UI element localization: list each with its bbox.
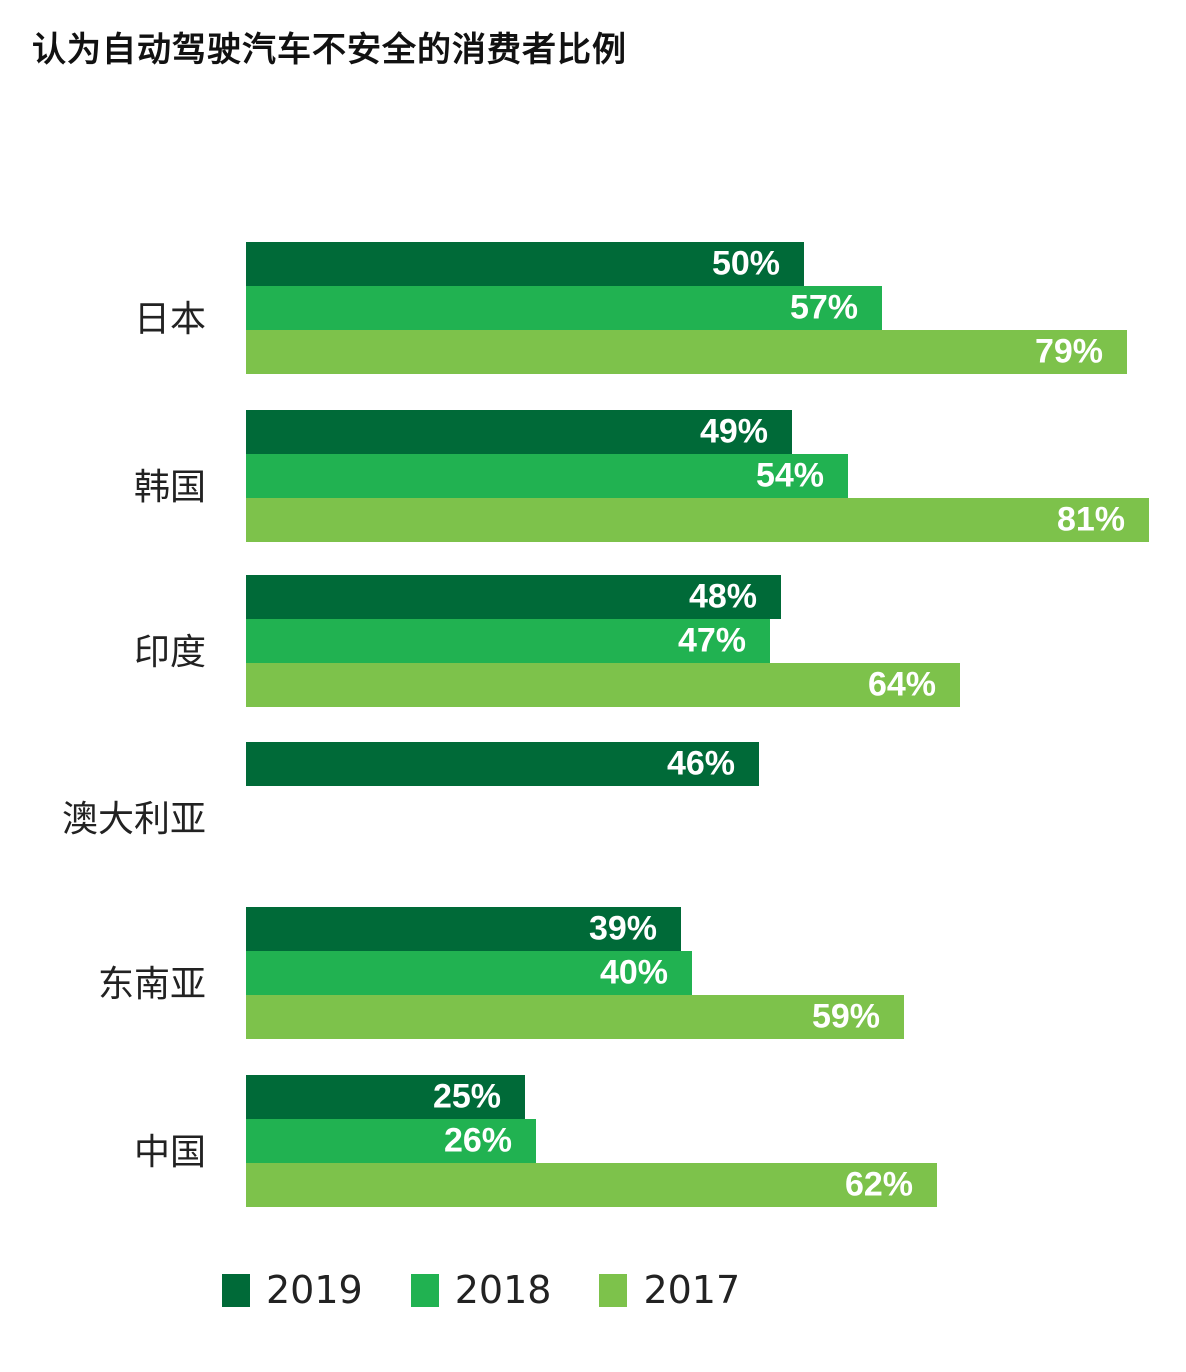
value-label: 40%: [599, 953, 668, 992]
value-label: 57%: [789, 288, 858, 327]
bar-2018: 57%: [246, 286, 882, 330]
legend-swatch-icon: [599, 1273, 628, 1307]
bar-2017: 79%: [246, 330, 1127, 374]
chart-title: 认为自动驾驶汽车不安全的消费者比例: [32, 30, 627, 70]
legend-item-2018: 2018: [410, 1268, 552, 1312]
bar-2017: 62%: [246, 1163, 937, 1207]
bar-2019: 39%: [246, 907, 681, 951]
value-label: 49%: [699, 412, 768, 451]
bar-2019: 48%: [246, 575, 781, 619]
legend-item-2017: 2017: [599, 1268, 740, 1312]
value-label: 62%: [844, 1165, 913, 1204]
bar-2019: 46%: [246, 742, 759, 786]
value-label: 48%: [688, 577, 757, 616]
category-label: 印度: [133, 632, 206, 673]
bar-2019: 25%: [246, 1075, 525, 1119]
category-label: 东南亚: [97, 964, 206, 1005]
value-label: 39%: [588, 909, 657, 948]
value-label: 25%: [432, 1077, 501, 1116]
legend-label: 2019: [266, 1268, 363, 1312]
bar-2018: 26%: [246, 1119, 536, 1163]
legend-label: 2018: [454, 1268, 552, 1312]
value-label: 54%: [755, 456, 824, 495]
value-label: 46%: [666, 744, 735, 783]
value-label: 47%: [677, 621, 746, 660]
bar-2019: 49%: [246, 410, 792, 454]
bar-2018: 54%: [246, 454, 848, 498]
bar-2017: 81%: [246, 498, 1149, 542]
category-label: 日本: [133, 299, 206, 340]
value-label: 64%: [867, 665, 936, 704]
legend: 2019 2018 2017: [222, 1268, 788, 1312]
category-label: 韩国: [133, 467, 206, 508]
value-label: 26%: [443, 1121, 512, 1160]
bar-2018: 40%: [246, 951, 692, 995]
value-label: 59%: [811, 997, 880, 1036]
bar-2017: 59%: [246, 995, 904, 1039]
bar-2018: 47%: [246, 619, 770, 663]
bar-2017: 64%: [246, 663, 960, 707]
category-label: 澳大利亚: [61, 799, 206, 840]
category-label: 中国: [133, 1132, 206, 1173]
value-label: 81%: [1056, 500, 1125, 539]
legend-swatch-icon: [222, 1273, 250, 1307]
legend-label: 2017: [643, 1268, 741, 1312]
legend-item-2019: 2019: [222, 1268, 363, 1312]
bar-2019: 50%: [246, 242, 804, 286]
value-label: 79%: [1034, 332, 1103, 371]
value-label: 50%: [711, 244, 780, 283]
legend-swatch-icon: [410, 1273, 439, 1307]
